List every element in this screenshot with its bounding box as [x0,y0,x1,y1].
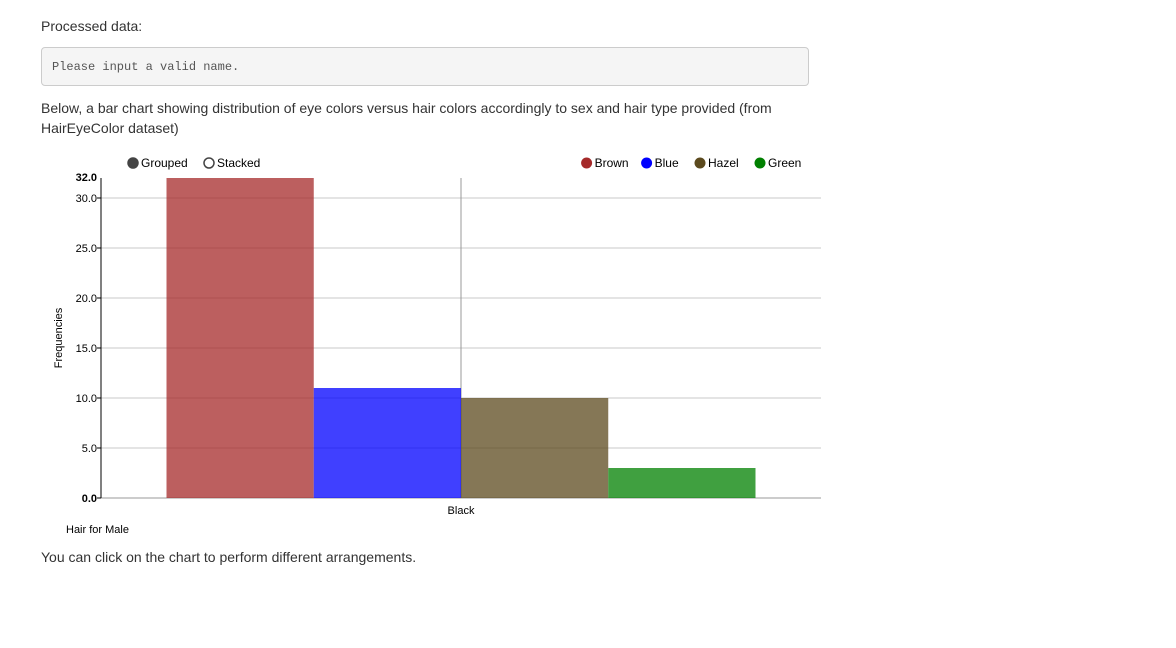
processed-data-label: Processed data: [41,18,143,34]
x-axis-label: Hair for Male [66,524,129,536]
y-max-label: 32.0 [76,172,97,184]
legend-item-green[interactable]: Green [754,156,802,170]
grouped-radio-icon[interactable] [127,157,139,169]
legend-label: Blue [655,156,679,170]
bar-green[interactable] [608,468,756,498]
legend-swatch-icon[interactable] [581,157,593,169]
footer-note: You can click on the chart to perform di… [41,549,417,565]
bar-blue[interactable] [313,388,461,498]
legend-swatch-icon[interactable] [694,157,706,169]
y-ticks: 0.0 5.0 10.0 15.0 20.0 25.0 30.0 [76,193,101,505]
y-tick-label: 30.0 [76,193,97,205]
x-tick-label: Black [448,505,475,517]
stacked-radio-icon[interactable] [203,157,215,169]
legend-label: Brown [595,156,629,170]
legend-item-hazel[interactable]: Hazel [694,156,739,170]
bar-brown[interactable] [166,178,314,498]
y-axis-label: Frequencies [53,307,65,368]
chart-description: Below, a bar chart showing distribution … [41,100,772,136]
legend-label: Hazel [708,156,739,170]
y-tick-label: 25.0 [76,243,97,255]
bar-hazel[interactable] [461,398,609,498]
legend-label: Green [768,156,801,170]
y-tick-label: 5.0 [82,443,97,455]
legend-swatch-icon[interactable] [754,157,766,169]
bar-chart[interactable]: 0.0 5.0 10.0 15.0 20.0 25.0 30.0 32.0 Black Ha… [0,140,830,545]
mode-controls[interactable]: Grouped Stacked [127,156,260,170]
grouped-label: Grouped [141,156,188,170]
legend-swatch-icon[interactable] [641,157,653,169]
stacked-option[interactable]: Stacked [203,156,260,170]
output-message-box: Please input a valid name. [41,47,809,86]
y-tick-label: 20.0 [76,293,97,305]
legend-item-blue[interactable]: Blue [641,156,679,170]
bars[interactable] [166,178,756,498]
y-tick-label: 0.0 [82,493,97,505]
legend-item-brown[interactable]: Brown [581,156,629,170]
stacked-label: Stacked [217,156,260,170]
y-tick-label: 15.0 [76,343,97,355]
legend[interactable]: Brown Blue Hazel Green [581,156,801,170]
grouped-option[interactable]: Grouped [127,156,188,170]
y-tick-label: 10.0 [76,393,97,405]
